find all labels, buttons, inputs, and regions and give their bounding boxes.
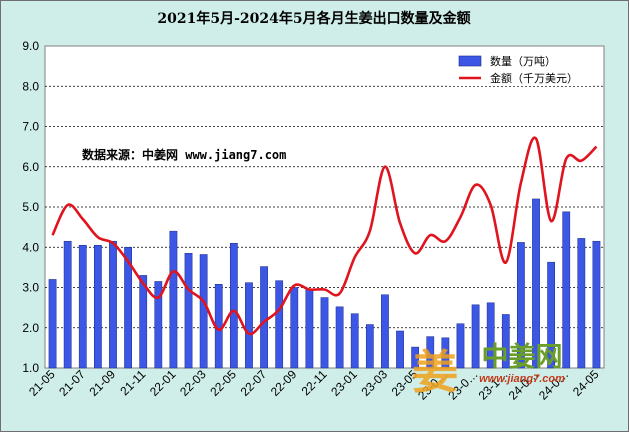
bar-21-07	[78, 244, 87, 369]
x-tick-label: 22-09	[268, 367, 300, 399]
bar-24-03	[562, 211, 571, 369]
x-tick-label: 21-11	[117, 367, 148, 398]
y-axis: 1.0 2.0 3.0 4.0 5.0 6.0 7.0 8.0 9.0	[22, 39, 39, 375]
y-tick-label: 4.0	[22, 240, 39, 254]
bar-22-07	[260, 266, 268, 369]
bar-21-09	[109, 240, 117, 369]
bar-24-02	[547, 261, 555, 369]
bar-23-05	[411, 346, 420, 369]
bar-22-02	[184, 253, 193, 369]
y-tick-label: 3.0	[22, 281, 39, 295]
watermark-logo: 姜	[412, 345, 458, 399]
x-tick-label: 24-05	[570, 367, 602, 399]
bar-21-05	[48, 279, 57, 369]
y-tick-label: 6.0	[22, 160, 39, 174]
x-tick-label: 22-05	[207, 367, 239, 399]
line-series	[51, 136, 598, 336]
legend: 数量（万吨） 金额（千万美元）	[450, 54, 592, 86]
bar-23-11	[501, 314, 510, 369]
x-tick-label: 23-01	[328, 367, 360, 399]
line-path	[51, 136, 598, 336]
source-note: 数据来源：中姜网 www.jiang7.com	[82, 147, 286, 162]
watermark: 姜 中姜网 www.jiang7.com	[412, 341, 565, 399]
bar-22-12	[335, 306, 344, 369]
bar-22-03	[199, 254, 208, 369]
legend-bar-swatch	[458, 55, 482, 67]
bar-23-07	[441, 337, 450, 369]
x-tick-label: 23-03	[358, 367, 390, 399]
bar-23-09	[471, 304, 480, 369]
y-tick-label: 2.0	[22, 321, 39, 335]
bar-23-10	[486, 302, 495, 369]
watermark-name: 中姜网	[482, 341, 563, 373]
bar-23-03	[381, 294, 389, 369]
gridlines	[45, 85, 604, 329]
bar-22-05	[229, 242, 238, 369]
bar-22-06	[245, 282, 253, 369]
bar-23-04	[396, 330, 404, 369]
bar-23-01	[350, 313, 359, 369]
y-tick-label: 9.0	[22, 39, 39, 53]
bar-24-04	[577, 238, 586, 369]
bar-21-11	[139, 275, 148, 369]
bar-22-01	[169, 230, 178, 369]
y-tick-label: 5.0	[22, 200, 39, 214]
bar-21-12	[154, 281, 163, 369]
y-tick-label: 8.0	[22, 79, 39, 93]
legend-bar-label: 数量（万吨）	[490, 55, 556, 68]
x-tick-label: 22-11	[299, 367, 330, 398]
bar-21-08	[94, 244, 102, 369]
bar-21-06	[63, 240, 72, 369]
bar-22-11	[320, 297, 329, 369]
bar-23-06	[426, 336, 435, 369]
bar-series	[48, 198, 601, 369]
y-tick-label: 1.0	[22, 361, 39, 375]
bar-24-01	[532, 198, 540, 369]
watermark-url: www.jiang7.com	[479, 373, 565, 385]
x-tick-label: 22-03	[177, 367, 209, 399]
chart-title: 2021年5月-2024年5月各月生姜出口数量及金额	[157, 10, 470, 27]
bar-23-08	[456, 323, 465, 369]
bar-23-02	[365, 324, 374, 369]
bar-21-10	[124, 247, 132, 369]
bar-22-10	[305, 289, 314, 369]
x-tick-label: 21-07	[56, 367, 88, 399]
x-tick-label: 22-07	[238, 367, 270, 399]
x-tick-label: 21-09	[86, 367, 118, 399]
bar-22-08	[275, 280, 284, 369]
x-tick-label: 22-01	[147, 367, 179, 399]
legend-line-label: 金额（千万美元）	[490, 71, 578, 85]
bar-24-05	[592, 240, 601, 369]
bar-23-12	[517, 242, 525, 369]
y-tick-label: 7.0	[22, 120, 39, 134]
bar-22-09	[290, 287, 299, 369]
